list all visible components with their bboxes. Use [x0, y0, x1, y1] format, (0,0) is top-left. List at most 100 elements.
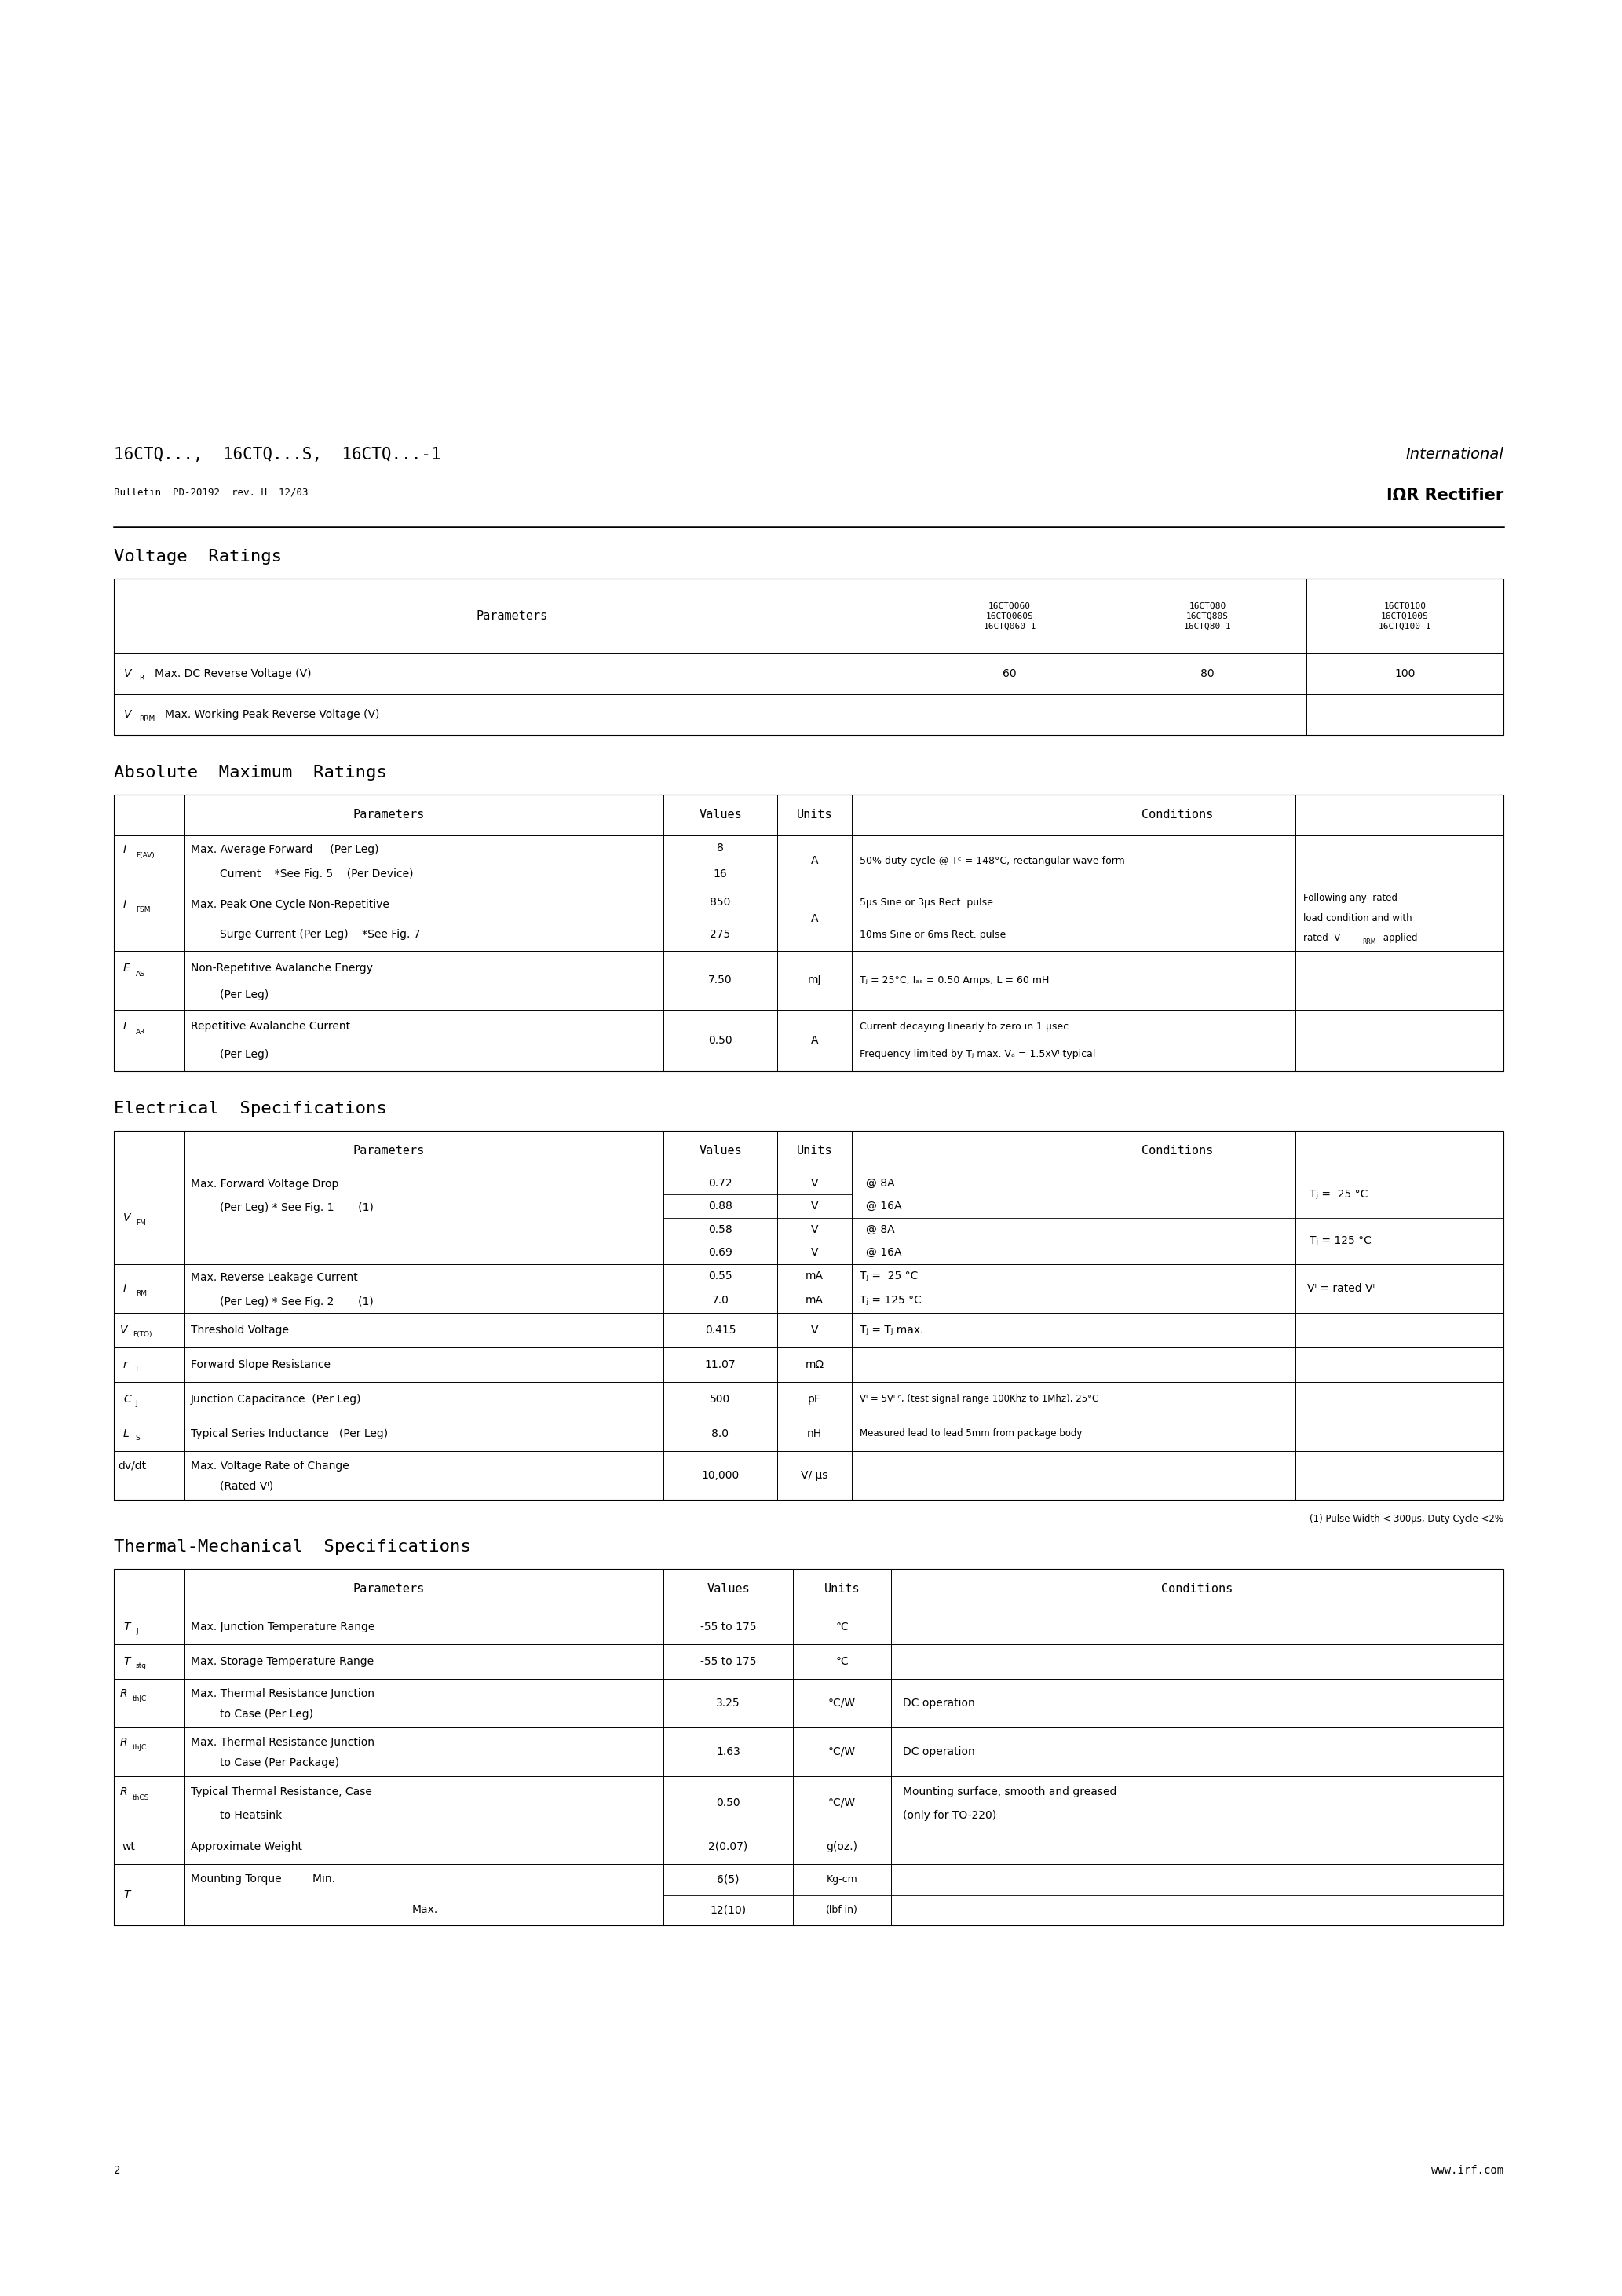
Text: Units: Units [796, 1146, 832, 1157]
Text: 16CTQ...,  16CTQ...S,  16CTQ...-1: 16CTQ..., 16CTQ...S, 16CTQ...-1 [114, 448, 441, 461]
Text: A: A [811, 856, 817, 866]
Text: °C: °C [835, 1655, 848, 1667]
Text: Surge Current (Per Leg)    *See Fig. 7: Surge Current (Per Leg) *See Fig. 7 [221, 930, 420, 941]
Text: 8: 8 [717, 843, 723, 854]
Text: Mounting Torque         Min.: Mounting Torque Min. [191, 1874, 336, 1885]
Text: 0.50: 0.50 [709, 1035, 733, 1047]
Text: Vᴵ = rated Vᴵ: Vᴵ = rated Vᴵ [1307, 1283, 1375, 1295]
Text: Bulletin  PD-20192  rev. H  12/03: Bulletin PD-20192 rev. H 12/03 [114, 487, 308, 498]
Text: 0.415: 0.415 [706, 1325, 736, 1336]
Text: Conditions: Conditions [1161, 1584, 1233, 1596]
Text: applied: applied [1380, 932, 1418, 944]
Text: 275: 275 [710, 930, 730, 941]
Text: R: R [120, 1736, 128, 1747]
Text: 11.07: 11.07 [706, 1359, 736, 1371]
Text: mA: mA [806, 1295, 824, 1306]
Text: AS: AS [136, 971, 144, 978]
Text: wt: wt [122, 1841, 135, 1853]
Text: Typical Series Inductance   (Per Leg): Typical Series Inductance (Per Leg) [191, 1428, 388, 1440]
Text: Electrical  Specifications: Electrical Specifications [114, 1100, 388, 1116]
Text: thJC: thJC [133, 1745, 148, 1752]
Text: V: V [811, 1247, 817, 1258]
Text: J: J [136, 1628, 138, 1635]
Text: T: T [123, 1621, 130, 1632]
Text: (Per Leg): (Per Leg) [221, 990, 269, 1001]
Text: V: V [123, 1212, 131, 1224]
Text: Tⱼ = 25°C, Iₐₛ = 0.50 Amps, L = 60 mH: Tⱼ = 25°C, Iₐₛ = 0.50 Amps, L = 60 mH [860, 976, 1049, 985]
Text: A: A [811, 914, 817, 925]
Text: load condition and with: load condition and with [1302, 914, 1413, 923]
Text: V: V [123, 668, 131, 680]
Text: 60: 60 [1002, 668, 1017, 680]
Text: Max. Reverse Leakage Current: Max. Reverse Leakage Current [191, 1272, 358, 1283]
Text: 0.55: 0.55 [709, 1272, 733, 1281]
Text: @ 16A: @ 16A [866, 1247, 902, 1258]
Text: Max. Voltage Rate of Change: Max. Voltage Rate of Change [191, 1460, 349, 1472]
Text: dv/dt: dv/dt [118, 1460, 146, 1472]
Text: stg: stg [136, 1662, 148, 1669]
Text: Tⱼ = 125 °C: Tⱼ = 125 °C [1309, 1235, 1372, 1247]
Text: g(oz.): g(oz.) [826, 1841, 858, 1853]
Text: DC operation: DC operation [903, 1747, 975, 1756]
Text: Values: Values [699, 1146, 741, 1157]
Text: to Case (Per Package): to Case (Per Package) [221, 1756, 339, 1768]
Text: I: I [123, 900, 127, 909]
Text: Values: Values [699, 808, 741, 822]
Text: Max. Forward Voltage Drop: Max. Forward Voltage Drop [191, 1178, 339, 1189]
Text: V: V [811, 1201, 817, 1212]
Text: www.irf.com: www.irf.com [1431, 2165, 1504, 2177]
Text: T: T [123, 1890, 130, 1901]
Text: L: L [123, 1428, 130, 1440]
Text: Tⱼ =  25 °C: Tⱼ = 25 °C [1309, 1189, 1367, 1201]
Text: R: R [139, 675, 144, 682]
Text: °C: °C [835, 1621, 848, 1632]
Text: T: T [123, 1655, 130, 1667]
Text: -55 to 175: -55 to 175 [701, 1655, 756, 1667]
Text: Max. Average Forward     (Per Leg): Max. Average Forward (Per Leg) [191, 845, 380, 856]
Bar [114, 579, 1504, 735]
Text: (only for TO-220): (only for TO-220) [903, 1809, 996, 1821]
Text: to Case (Per Leg): to Case (Per Leg) [221, 1708, 313, 1720]
Text: I: I [123, 1022, 127, 1031]
Text: Frequency limited by Tⱼ max. Vₐ = 1.5xVᴵ typical: Frequency limited by Tⱼ max. Vₐ = 1.5xVᴵ… [860, 1049, 1095, 1061]
Text: I: I [123, 1283, 127, 1295]
Text: Current    *See Fig. 5    (Per Device): Current *See Fig. 5 (Per Device) [221, 868, 414, 879]
Text: 10,000: 10,000 [701, 1469, 740, 1481]
Text: (lbf-in): (lbf-in) [826, 1906, 858, 1915]
Text: Vᴵ = 5Vᴰᶜ, (test signal range 100Khz to 1Mhz), 25°C: Vᴵ = 5Vᴰᶜ, (test signal range 100Khz to … [860, 1394, 1098, 1405]
Text: Typical Thermal Resistance, Case: Typical Thermal Resistance, Case [191, 1786, 371, 1798]
Text: Absolute  Maximum  Ratings: Absolute Maximum Ratings [114, 765, 388, 781]
Text: @ 16A: @ 16A [866, 1201, 902, 1212]
Text: 0.72: 0.72 [709, 1178, 733, 1189]
Text: AR: AR [136, 1029, 146, 1035]
Text: Kg-cm: Kg-cm [826, 1874, 858, 1885]
Text: RRM: RRM [1362, 939, 1375, 946]
Text: Parameters: Parameters [354, 1146, 425, 1157]
Text: 16: 16 [714, 868, 727, 879]
Text: C: C [123, 1394, 131, 1405]
Text: Non-Repetitive Avalanche Energy: Non-Repetitive Avalanche Energy [191, 962, 373, 974]
Text: 8.0: 8.0 [712, 1428, 728, 1440]
Text: -55 to 175: -55 to 175 [701, 1621, 756, 1632]
Text: 5μs Sine or 3μs Rect. pulse: 5μs Sine or 3μs Rect. pulse [860, 898, 993, 907]
Text: Max. Storage Temperature Range: Max. Storage Temperature Range [191, 1655, 373, 1667]
Text: (1) Pulse Width < 300μs, Duty Cycle <2%: (1) Pulse Width < 300μs, Duty Cycle <2% [1309, 1513, 1504, 1525]
Text: R: R [120, 1688, 128, 1699]
Text: FSM: FSM [136, 907, 151, 914]
Text: Tⱼ = 125 °C: Tⱼ = 125 °C [860, 1295, 921, 1306]
Text: rated  V: rated V [1302, 932, 1340, 944]
Text: mΩ: mΩ [805, 1359, 824, 1371]
Text: 80: 80 [1200, 668, 1215, 680]
Text: I: I [123, 845, 127, 856]
Text: RRM: RRM [139, 716, 154, 723]
Text: T: T [135, 1366, 138, 1373]
Text: Thermal-Mechanical  Specifications: Thermal-Mechanical Specifications [114, 1538, 470, 1554]
Text: V/ μs: V/ μs [801, 1469, 827, 1481]
Text: R: R [120, 1786, 128, 1798]
Bar [114, 1568, 1504, 1926]
Text: Threshold Voltage: Threshold Voltage [191, 1325, 289, 1336]
Text: Forward Slope Resistance: Forward Slope Resistance [191, 1359, 331, 1371]
Text: thCS: thCS [133, 1793, 149, 1802]
Text: E: E [123, 962, 130, 974]
Text: r: r [123, 1359, 128, 1371]
